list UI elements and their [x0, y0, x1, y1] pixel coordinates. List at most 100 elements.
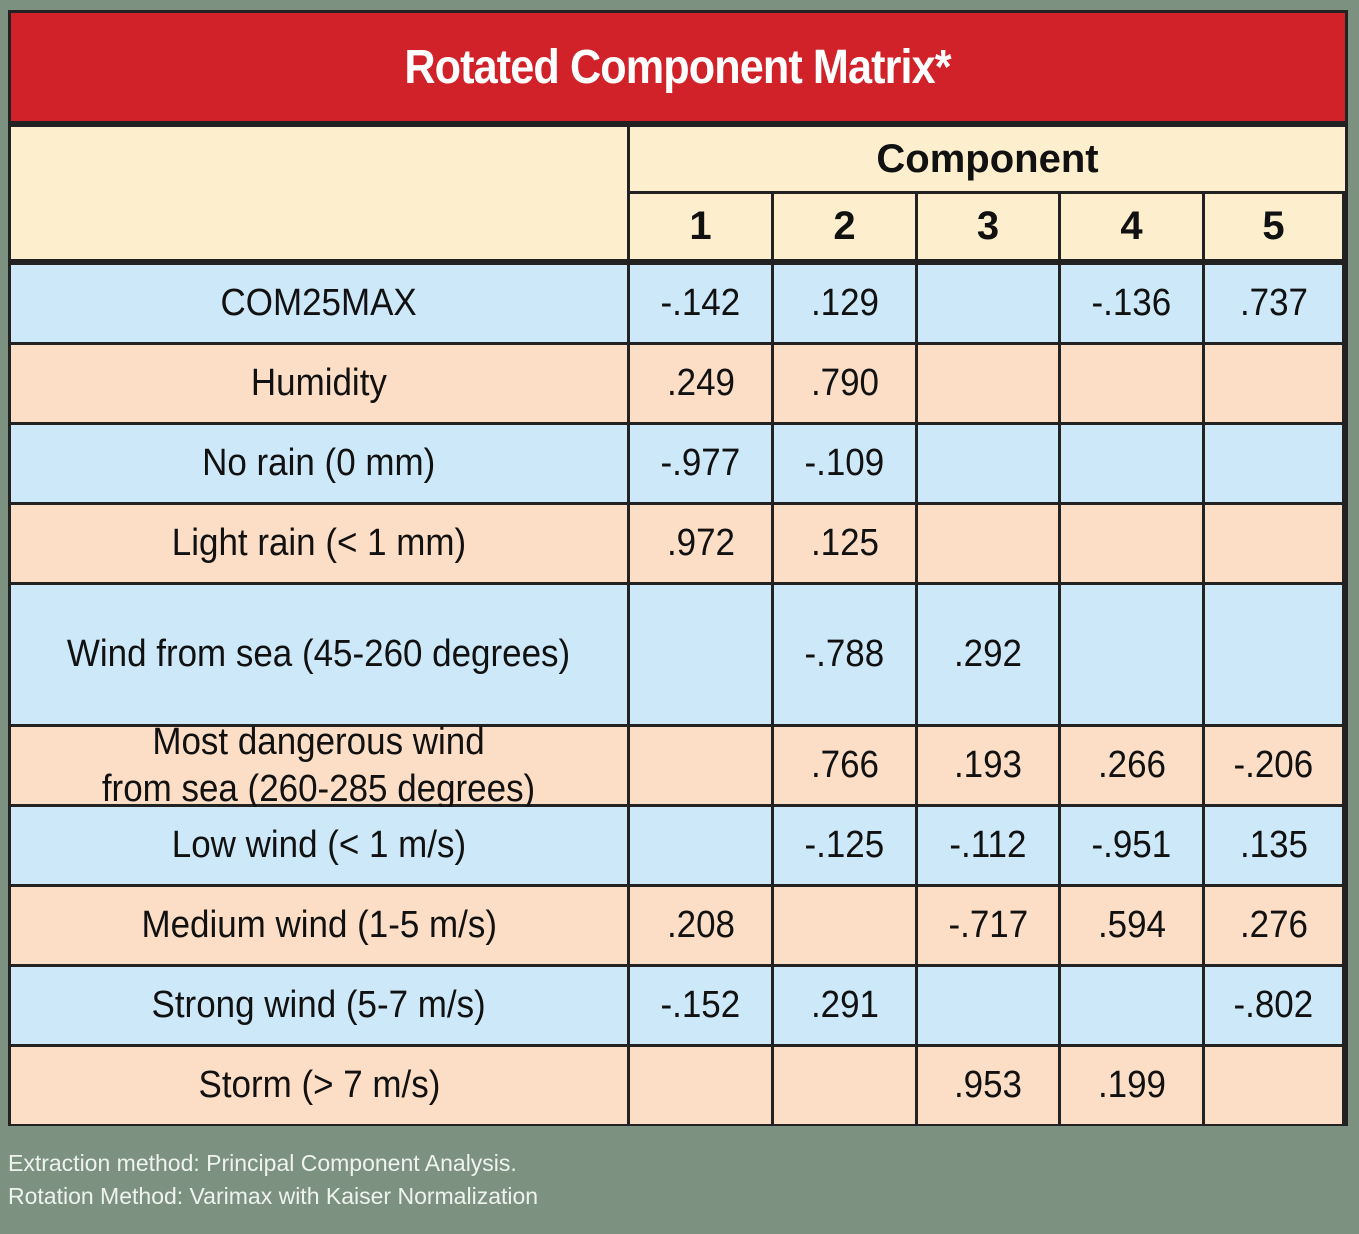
- loading-value-cell: [630, 727, 771, 804]
- row-label-cell: Medium wind (1-5 m/s): [11, 887, 627, 964]
- loading-value: -.206: [1233, 744, 1314, 786]
- loading-value: .193: [953, 744, 1023, 786]
- component-label: Component: [876, 136, 1099, 181]
- loading-value-cell: -.977: [630, 425, 771, 502]
- loading-value-cell: [918, 265, 1058, 342]
- loading-value: -.109: [804, 442, 885, 484]
- loading-value-cell: [1061, 345, 1202, 422]
- loading-value: .125: [810, 522, 879, 564]
- loading-value-cell: [774, 887, 915, 964]
- row-label-cell: Storm (> 7 m/s): [11, 1047, 627, 1124]
- row-label-cell: Low wind (< 1 m/s): [11, 807, 627, 884]
- loading-value-cell: -.788: [774, 585, 915, 724]
- loading-value-cell: [1061, 585, 1202, 724]
- loading-value-cell: [1061, 967, 1202, 1044]
- component-number: 1: [689, 204, 712, 248]
- loading-value: .972: [666, 522, 735, 564]
- row-label-cell: Wind from sea (45-260 degrees): [11, 585, 627, 724]
- loading-value-cell: [918, 505, 1058, 582]
- loading-value: .135: [1239, 824, 1308, 866]
- loading-value-cell: -.206: [1205, 727, 1342, 804]
- loading-value-cell: .291: [774, 967, 915, 1044]
- component-number: 3: [976, 204, 1000, 248]
- loading-value-cell: .276: [1205, 887, 1342, 964]
- component-number-cell: 2: [774, 194, 915, 259]
- component-number-cell: 3: [918, 194, 1058, 259]
- loading-value-cell: [630, 807, 771, 884]
- loading-value-cell: .972: [630, 505, 771, 582]
- loading-value-cell: .125: [774, 505, 915, 582]
- row-label: Humidity: [251, 362, 387, 404]
- row-label-cell: COM25MAX: [11, 265, 627, 342]
- loading-value-cell: [630, 1047, 771, 1124]
- loading-value-cell: -.152: [630, 967, 771, 1044]
- row-label-cell: No rain (0 mm): [11, 425, 627, 502]
- table-title-bar: Rotated Component Matrix*: [8, 10, 1348, 124]
- loading-value-cell: .199: [1061, 1047, 1202, 1124]
- loading-value-cell: -.802: [1205, 967, 1342, 1044]
- loading-value-cell: -.142: [630, 265, 771, 342]
- loading-value-cell: [630, 585, 771, 724]
- row-label: Light rain (< 1 mm): [171, 522, 467, 564]
- loading-value-cell: [774, 1047, 915, 1124]
- component-matrix-table: Rotated Component Matrix* Component 1 2 3 4 5…: [8, 10, 1348, 1126]
- loading-value-cell: .594: [1061, 887, 1202, 964]
- component-number-cell: 1: [630, 194, 771, 259]
- loading-value-cell: .249: [630, 345, 771, 422]
- loading-value-cell: .266: [1061, 727, 1202, 804]
- loading-value: .766: [810, 744, 879, 786]
- loading-value: .953: [953, 1064, 1023, 1106]
- loading-value: -.802: [1233, 984, 1314, 1026]
- component-number-cell: 4: [1061, 194, 1202, 259]
- loading-value: -.112: [949, 824, 1027, 866]
- header-corner-cell: [11, 127, 627, 259]
- loading-value-cell: -.109: [774, 425, 915, 502]
- loading-value-cell: -.112: [918, 807, 1058, 884]
- loading-value: .249: [666, 362, 735, 404]
- loading-value-cell: [1205, 425, 1342, 502]
- loading-value-cell: [1205, 345, 1342, 422]
- loading-value: -.152: [660, 984, 741, 1026]
- loading-value-cell: .766: [774, 727, 915, 804]
- loading-value-cell: .953: [918, 1047, 1058, 1124]
- loading-value: -.951: [1091, 824, 1172, 866]
- row-label: Most dangerous wind from sea (260-285 de…: [102, 720, 536, 810]
- loading-value: -.977: [660, 442, 741, 484]
- loading-value-cell: [1205, 505, 1342, 582]
- loading-value-cell: .292: [918, 585, 1058, 724]
- loading-value-cell: [1205, 1047, 1342, 1124]
- loading-value: .291: [810, 984, 879, 1026]
- row-label: Low wind (< 1 m/s): [171, 824, 467, 866]
- row-label: Wind from sea (45-260 degrees): [67, 633, 571, 675]
- loading-value: -.125: [804, 824, 885, 866]
- footnote-rotation: Rotation Method: Varimax with Kaiser Nor…: [8, 1183, 539, 1209]
- loading-value-cell: [1205, 585, 1342, 724]
- row-label: No rain (0 mm): [202, 442, 436, 484]
- loading-value: -.788: [804, 633, 885, 675]
- row-label-cell: Humidity: [11, 345, 627, 422]
- loading-value-cell: .790: [774, 345, 915, 422]
- row-label-cell: Light rain (< 1 mm): [11, 505, 627, 582]
- loading-value-cell: -.951: [1061, 807, 1202, 884]
- component-number: 5: [1262, 204, 1285, 248]
- loading-value: .199: [1097, 1064, 1166, 1106]
- loading-value-cell: -.717: [918, 887, 1058, 964]
- loading-value-cell: [1061, 425, 1202, 502]
- loading-value-cell: .193: [918, 727, 1058, 804]
- footnote-extraction: Extraction method: Principal Component A…: [8, 1150, 517, 1176]
- loading-value: .266: [1097, 744, 1166, 786]
- loading-value-cell: [918, 967, 1058, 1044]
- component-number-cell: 5: [1205, 194, 1342, 259]
- row-label: COM25MAX: [220, 282, 418, 324]
- loading-value-cell: .129: [774, 265, 915, 342]
- loading-value-cell: [1061, 505, 1202, 582]
- component-header-cell: Component: [630, 127, 1345, 191]
- loading-value: .594: [1097, 904, 1166, 946]
- loading-value: -.142: [660, 282, 741, 324]
- row-label-cell: Most dangerous wind from sea (260-285 de…: [11, 721, 627, 810]
- loading-value: .737: [1239, 282, 1308, 324]
- component-number: 4: [1120, 204, 1143, 248]
- loading-value-cell: -.125: [774, 807, 915, 884]
- loading-value-cell: [918, 425, 1058, 502]
- loading-value: .790: [810, 362, 879, 404]
